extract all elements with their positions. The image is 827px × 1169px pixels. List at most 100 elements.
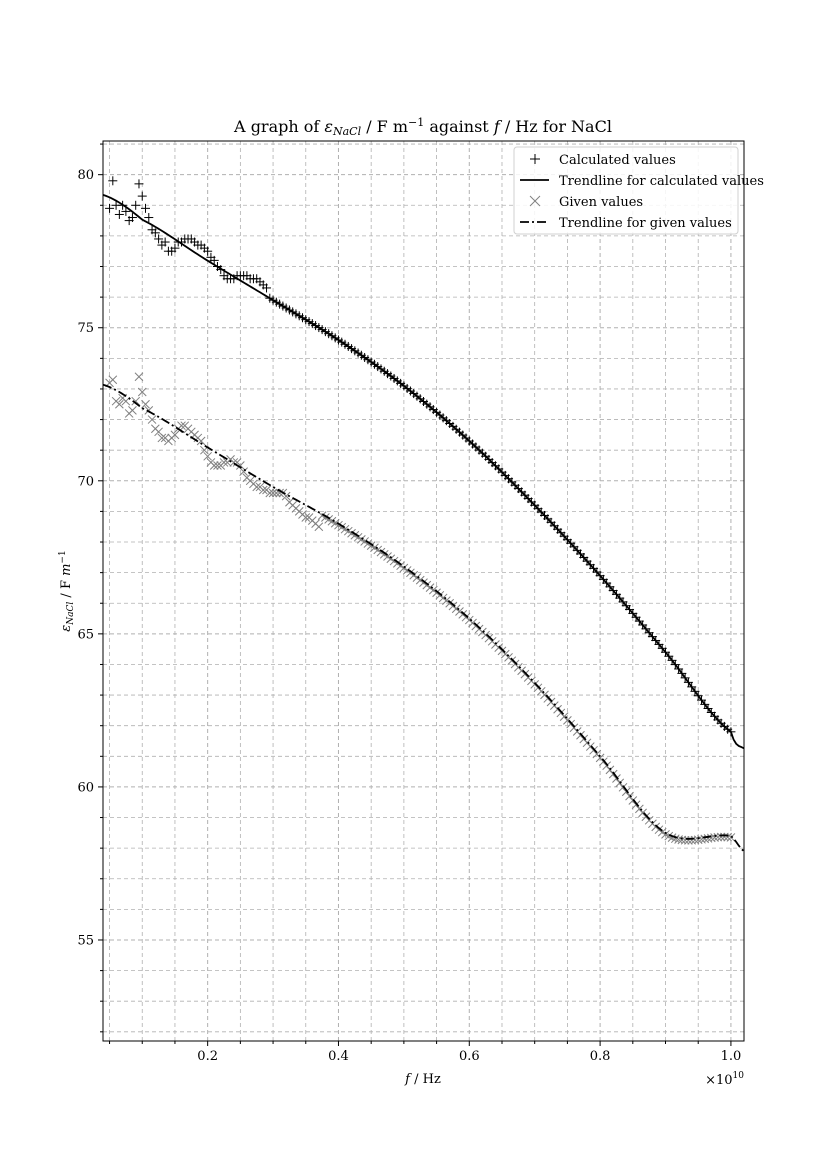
grid-lines <box>103 141 744 1041</box>
given-point <box>301 513 311 522</box>
given-point <box>631 800 641 810</box>
x-axis-offset-text: ×1010 <box>705 1071 744 1088</box>
given-point-b <box>363 539 373 548</box>
given-point-b <box>141 399 150 409</box>
given-point <box>621 787 631 797</box>
calculated-point <box>209 255 219 265</box>
given-point-b <box>605 765 615 775</box>
x-tick-label: 0.2 <box>197 1049 218 1064</box>
given-point-b <box>661 830 670 839</box>
given-point-b <box>134 372 144 382</box>
calculated-point <box>127 213 137 223</box>
given-point <box>239 467 248 476</box>
given-point-b <box>723 832 733 842</box>
given-point-b <box>710 833 719 842</box>
given-point-b <box>628 796 638 805</box>
given-point-b <box>713 832 723 842</box>
legend-box <box>513 146 739 235</box>
given-point <box>258 485 268 495</box>
given-point <box>723 832 733 842</box>
given-point-b <box>720 832 729 842</box>
given-point-b <box>599 757 608 767</box>
given-point-b <box>419 578 428 587</box>
given-point <box>134 372 144 382</box>
given-point <box>252 482 262 492</box>
given-point-b <box>213 461 222 470</box>
given-point <box>213 461 222 470</box>
legend-marker-given <box>529 195 541 207</box>
given-point <box>196 436 206 446</box>
given-point-b <box>265 488 275 498</box>
y-tick-label: 80 <box>77 168 94 183</box>
given-point-b <box>396 561 405 571</box>
given-point-b <box>379 549 389 559</box>
given-point-b <box>137 387 147 397</box>
given-point-b <box>399 563 409 573</box>
given-point-b <box>664 831 674 841</box>
calculated-point <box>131 200 141 210</box>
given-point <box>275 488 284 498</box>
given-point-b <box>680 835 690 845</box>
given-point-b <box>203 451 213 461</box>
given-point-b <box>258 485 268 495</box>
given-point-b <box>657 827 667 837</box>
given-point-b <box>314 522 324 532</box>
given-point-b <box>144 406 154 415</box>
given-point <box>128 406 137 415</box>
given-point-b <box>373 545 383 555</box>
calculated-point <box>137 191 147 201</box>
given-point <box>114 399 124 409</box>
given-point <box>131 396 141 406</box>
given-point-b <box>415 575 425 585</box>
calculated-point <box>262 283 272 293</box>
y-tick-label: 60 <box>77 780 94 795</box>
given-point <box>314 522 324 532</box>
given-point-b <box>602 761 611 771</box>
calculated-point <box>154 234 164 244</box>
given-point <box>625 791 634 801</box>
given-point-b <box>360 537 369 546</box>
given-point-b <box>366 541 376 551</box>
axis-ticks <box>98 143 732 1046</box>
given-point-b <box>631 800 641 810</box>
x-tick-label: 1.0 <box>721 1049 742 1064</box>
legend-label-calculated-trend: Trendline for calculated values <box>559 174 764 189</box>
given-point-b <box>321 513 330 522</box>
given-point-b <box>412 573 422 583</box>
x-tick-label: 0.4 <box>328 1049 349 1064</box>
given-point-b <box>409 570 419 580</box>
given-point-b <box>389 556 399 566</box>
chart-title: A graph of εNaCl / F m−1 against f / Hz … <box>233 116 612 138</box>
given-point-b <box>236 461 245 470</box>
legend-marker-calculated <box>530 154 540 164</box>
calculated-point <box>121 206 131 216</box>
given-point-b <box>353 532 363 542</box>
calculated-trendline <box>103 194 744 750</box>
given-point <box>236 461 245 470</box>
calculated-point <box>144 213 154 223</box>
given-point-b <box>386 554 396 564</box>
given-point <box>634 804 644 814</box>
calculated-point <box>105 203 115 213</box>
given-point-b <box>677 835 687 845</box>
given-point-b <box>383 552 392 561</box>
given-point-b <box>209 461 219 470</box>
given-point-b <box>684 836 693 845</box>
calculated-point <box>141 203 151 213</box>
y-tick-label: 70 <box>77 474 94 489</box>
given-point-b <box>667 833 677 842</box>
given-point-b <box>154 427 163 437</box>
x-axis-label: f / Hz <box>404 1072 441 1087</box>
given-trendline <box>103 383 744 852</box>
given-point-b <box>327 516 337 526</box>
given-point-b <box>654 825 664 835</box>
given-point-b <box>621 787 631 797</box>
given-point <box>137 387 147 397</box>
given-point-b <box>334 520 343 530</box>
given-point-b <box>392 559 402 568</box>
given-point <box>602 761 611 771</box>
given-point-b <box>114 399 124 409</box>
given-point <box>684 836 693 845</box>
given-point <box>170 430 180 440</box>
given-point-b <box>239 467 248 476</box>
